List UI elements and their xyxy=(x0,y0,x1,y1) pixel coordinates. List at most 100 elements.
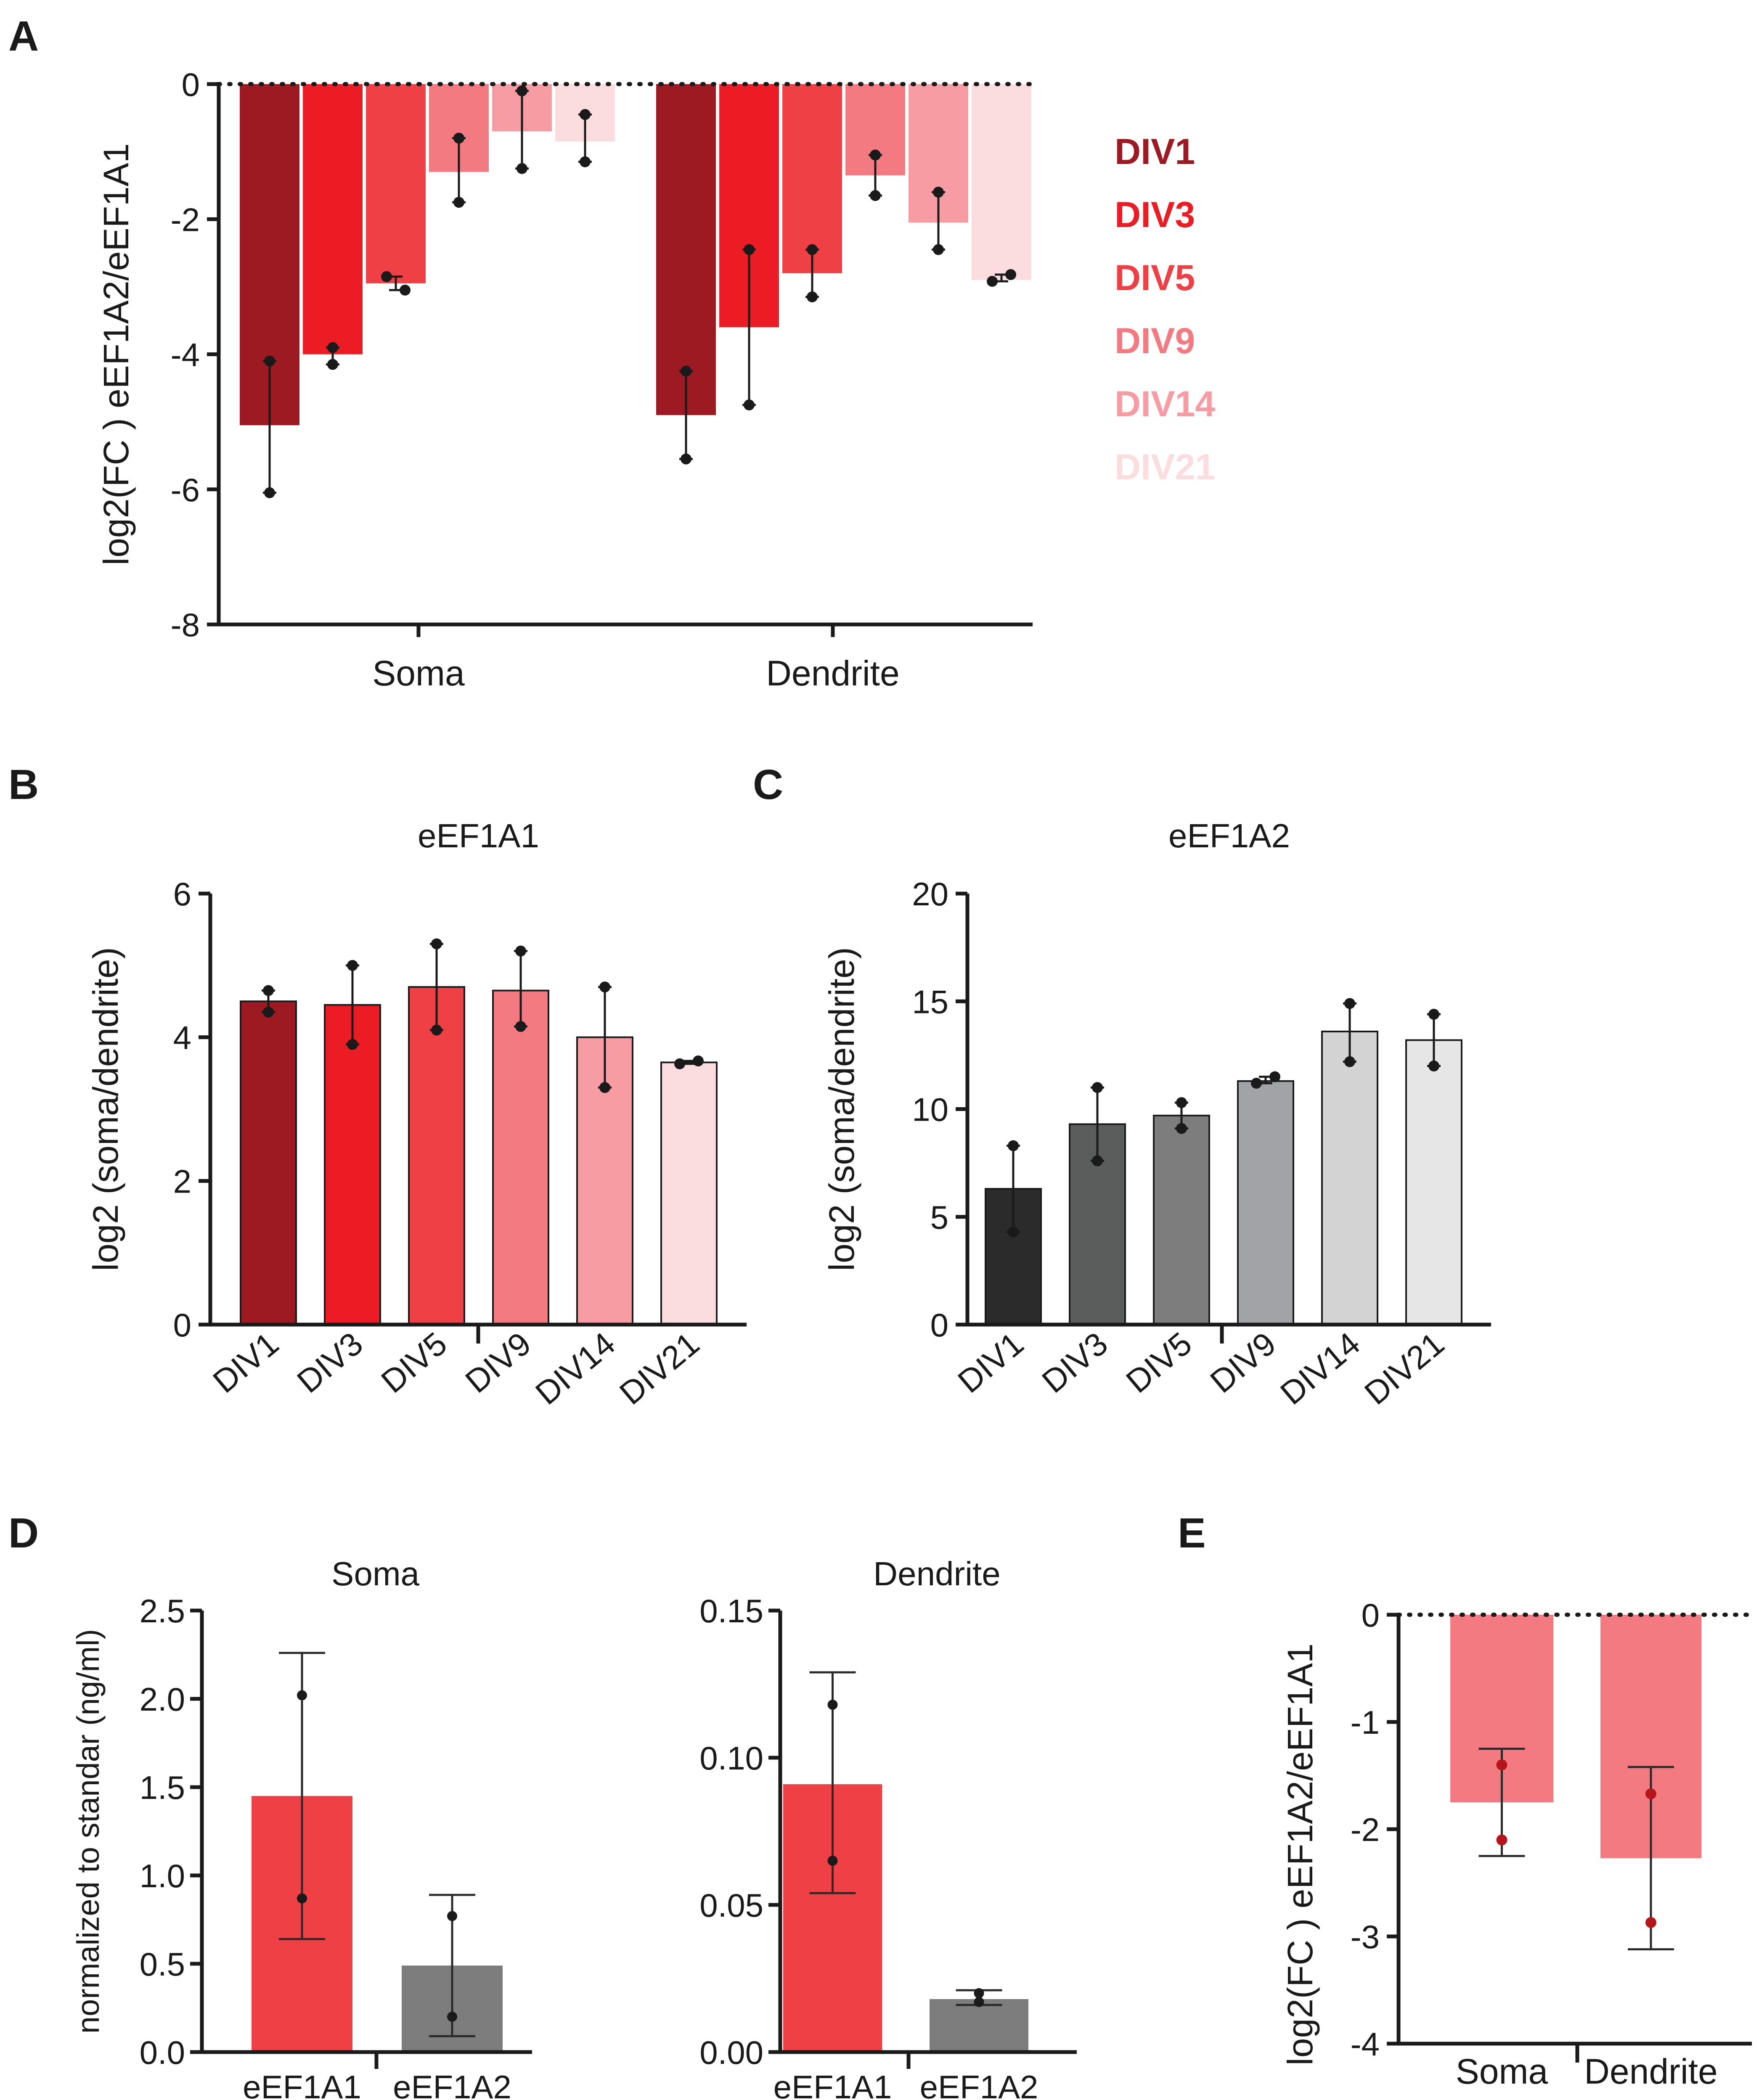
bar-b-div3 xyxy=(324,1004,381,1326)
y-tick-label-d-soma: 1.5 xyxy=(140,1769,185,1806)
point-a-0-5-2 xyxy=(580,156,591,167)
point-e-1-2 xyxy=(1645,1917,1656,1928)
y-tick-label-b: 6 xyxy=(173,875,191,912)
chart-title-d-dendrite: Dendrite xyxy=(873,1555,1000,1592)
point-b-3-2 xyxy=(515,1021,526,1032)
y-tick-label-d-dendrite: 0.10 xyxy=(699,1740,763,1777)
legend-div3: DIV3 xyxy=(1115,195,1195,235)
chart-title-b: eEF1A1 xyxy=(418,817,539,854)
panel-letter-d: D xyxy=(8,1510,39,1557)
point-a-1-1-1 xyxy=(744,244,755,255)
legend-div1: DIV1 xyxy=(1115,132,1195,172)
y-tick-label-a: -2 xyxy=(171,201,200,238)
y-tick-label-e: -2 xyxy=(1351,1811,1380,1848)
point-b-4-1 xyxy=(599,981,610,993)
point-e-0-1 xyxy=(1496,1759,1507,1770)
point-a-0-4-2 xyxy=(517,163,527,174)
y-tick-label-d-dendrite: 0.15 xyxy=(699,1592,763,1629)
x-tick-label-c-div5: DIV5 xyxy=(1119,1325,1199,1400)
y-tick-label-d-soma: 0.0 xyxy=(140,2034,185,2071)
y-tick-label-a: -6 xyxy=(171,471,200,508)
bar-c-div14 xyxy=(1321,1031,1378,1325)
y-tick-label-a: -4 xyxy=(171,336,200,373)
point-b-2-2 xyxy=(431,1024,442,1036)
y-tick-label-e: -3 xyxy=(1351,1918,1380,1955)
panel-letter-b: B xyxy=(8,761,39,808)
x-group-label-a-dendrite: Dendrite xyxy=(766,653,900,693)
x-tick-label-c-div3: DIV3 xyxy=(1035,1325,1115,1400)
point-a-0-1-1 xyxy=(327,342,338,353)
y-tick-label-c: 15 xyxy=(912,983,948,1020)
panel-letter-c: C xyxy=(753,761,783,808)
y-tick-label-d-dendrite: 0.00 xyxy=(699,2034,763,2071)
y-tick-label-c: 0 xyxy=(930,1307,948,1344)
bar-b-div1 xyxy=(240,1000,297,1325)
bar-a-soma-div3 xyxy=(303,84,363,354)
y-tick-label-e: 0 xyxy=(1362,1597,1380,1634)
point-e-1-1 xyxy=(1645,1788,1656,1799)
y-tick-label-d-soma: 0.5 xyxy=(140,1946,185,1983)
point-a-1-0-2 xyxy=(681,453,691,465)
y-tick-label-e: -1 xyxy=(1351,1704,1380,1741)
y-tick-label-c: 20 xyxy=(912,875,948,912)
point-d-dendrite-1-1 xyxy=(974,1988,984,1998)
legend-div5: DIV5 xyxy=(1115,258,1195,298)
point-b-5-2 xyxy=(693,1055,704,1067)
point-b-2-1 xyxy=(431,938,442,949)
point-d-soma-0-2 xyxy=(297,1893,307,1904)
y-tick-label-b: 4 xyxy=(173,1019,191,1056)
x-tick-label-b-div1: DIV1 xyxy=(206,1325,286,1400)
y-tick-label-d-dendrite: 0.05 xyxy=(699,1887,763,1924)
point-a-1-3-2 xyxy=(870,190,881,201)
charts-layer: 0 -2 -4 -6 -8 Soma Dendrite log2(FC ) eEF1A2/eE… xyxy=(71,66,1754,2100)
point-a-1-3-1 xyxy=(870,149,881,161)
y-axis-label-d-soma: normalized to standar (ng/ml) xyxy=(71,1629,106,2034)
y-tick-label-c: 5 xyxy=(930,1199,948,1236)
y-tick-label-b: 2 xyxy=(173,1163,191,1200)
y-axis-label-a: log2(FC ) eEF1A2/eEF1A1 xyxy=(96,143,136,566)
panel-letter-e: E xyxy=(1178,1510,1206,1557)
point-c-5-1 xyxy=(1428,1009,1439,1020)
point-a-1-2-1 xyxy=(807,244,818,255)
point-c-3-2 xyxy=(1269,1071,1280,1082)
point-d-soma-1-1 xyxy=(447,1911,457,1921)
y-axis-label-c: log2 (soma/dendrite) xyxy=(822,947,861,1271)
x-tick-label-b-div5: DIV5 xyxy=(374,1325,454,1400)
point-a-1-5-1 xyxy=(987,276,998,287)
bar-b-div21 xyxy=(660,1061,718,1325)
point-a-0-3-2 xyxy=(453,197,464,208)
point-a-0-3-1 xyxy=(453,132,464,144)
x-tick-label-c-div9: DIV9 xyxy=(1203,1325,1283,1400)
point-d-dendrite-0-1 xyxy=(827,1700,838,1710)
bar-b-div9 xyxy=(492,989,549,1325)
legend-div14: DIV14 xyxy=(1115,384,1215,424)
y-tick-label-a: -8 xyxy=(171,606,200,643)
bar-c-div21 xyxy=(1405,1039,1462,1325)
point-a-0-4-1 xyxy=(517,85,527,97)
point-a-0-0-2 xyxy=(264,487,275,498)
point-b-0-1 xyxy=(263,985,274,996)
x-tick-label-d-soma-eef1a2: eEF1A2 xyxy=(393,2068,511,2100)
point-b-1-2 xyxy=(347,1039,358,1050)
chart-title-c: eEF1A2 xyxy=(1168,817,1290,854)
x-tick-label-d-soma-eef1a1: eEF1A1 xyxy=(243,2068,361,2100)
point-c-3-1 xyxy=(1251,1078,1262,1089)
point-a-1-4-2 xyxy=(933,244,944,255)
point-c-1-1 xyxy=(1092,1082,1103,1093)
bar-a-dendrite-div1 xyxy=(656,84,716,415)
legend-div21: DIV21 xyxy=(1115,447,1215,487)
point-c-4-1 xyxy=(1344,998,1355,1009)
x-tick-label-b-div14: DIV14 xyxy=(528,1325,622,1412)
point-b-1-1 xyxy=(347,960,358,971)
x-tick-label-c-div1: DIV1 xyxy=(951,1325,1030,1400)
bar-c-div5 xyxy=(1153,1114,1210,1325)
x-group-label-a-soma: Soma xyxy=(372,653,465,693)
y-tick-label-b: 0 xyxy=(173,1307,191,1344)
point-d-soma-0-1 xyxy=(297,1690,307,1701)
point-a-1-2-2 xyxy=(807,291,818,302)
bar-a-dendrite-div5 xyxy=(782,84,842,273)
bar-d-dendrite-eef1a2 xyxy=(930,1999,1028,2052)
point-c-0-1 xyxy=(1008,1140,1019,1151)
point-b-4-2 xyxy=(599,1082,610,1093)
y-tick-label-d-soma: 2.5 xyxy=(140,1592,185,1629)
